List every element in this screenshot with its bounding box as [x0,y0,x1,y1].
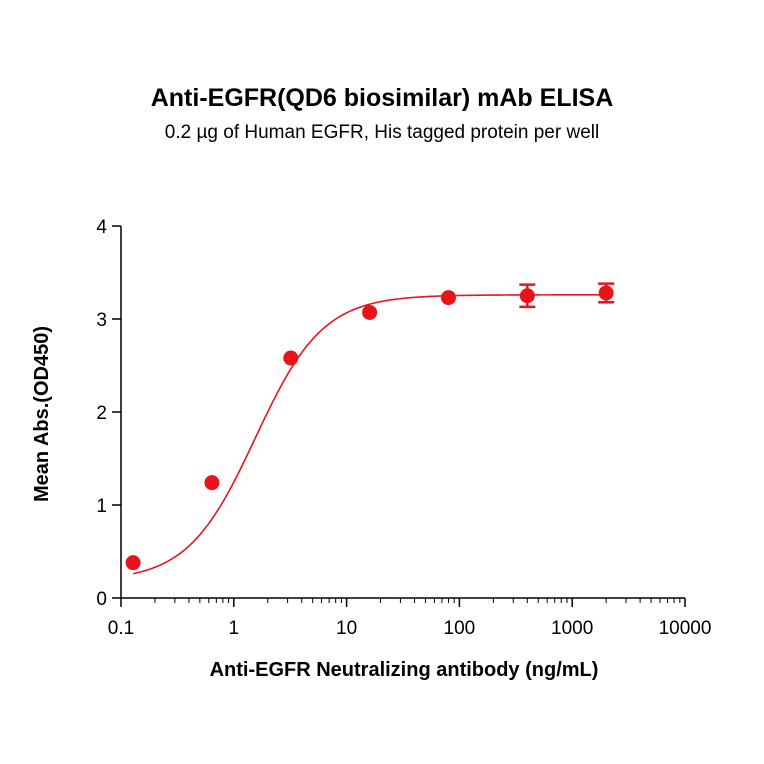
x-axis-title: Anti-EGFR Neutralizing antibody (ng/mL) [210,659,599,681]
y-tick-label: 3 [96,310,107,331]
x-tick-label: 1000 [551,618,593,639]
data-point [598,285,614,301]
chart-title: Anti-EGFR(QD6 biosimilar) mAb ELISA [150,84,614,112]
x-tick-label: 1 [229,618,240,639]
x-tick-label: 10 [336,618,357,639]
y-tick-label: 0 [96,589,107,610]
chart-subtitle: 0.2 µg of Human EGFR, His tagged protein… [164,122,600,143]
data-point [440,290,456,306]
x-tick-label: 0.1 [108,618,134,639]
fit-curve [132,294,607,575]
x-tick-label: 100 [444,618,476,639]
data-point [362,304,378,320]
data-point [519,288,535,304]
data-point [125,555,141,571]
data-point [204,475,220,491]
y-axis-title: Mean Abs.(OD450) [31,326,53,502]
fit-curve-layer [132,294,607,575]
data-points-layer [125,282,615,571]
y-tick-label: 1 [96,496,107,517]
axes: 0 1 2 3 4 0.1 1 10 100 1000 10000 [96,217,711,639]
x-tick-label: 10000 [659,618,712,639]
y-tick-label: 4 [96,217,107,238]
y-tick-label: 2 [96,403,107,424]
data-point [283,350,299,366]
